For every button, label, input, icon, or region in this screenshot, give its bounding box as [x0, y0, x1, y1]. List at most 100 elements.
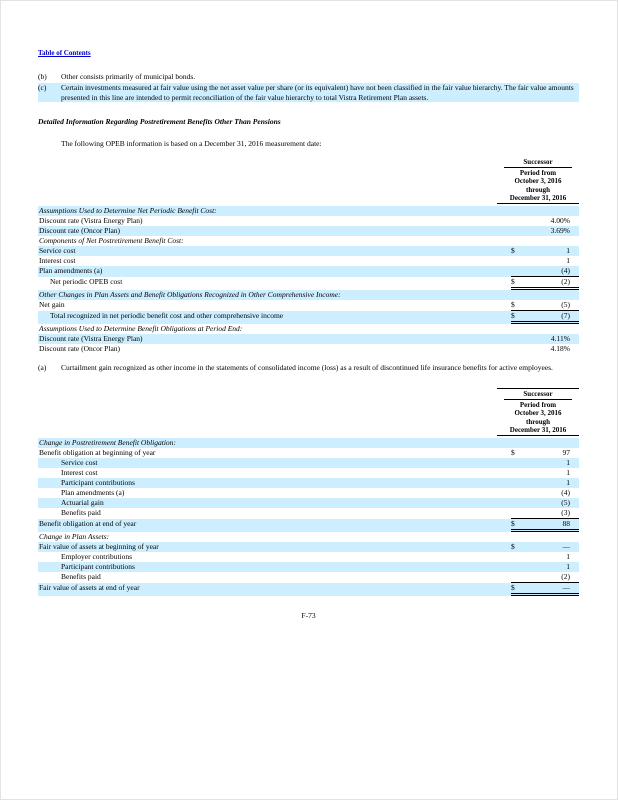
table-row: Plan amendments (a) (4)	[38, 265, 579, 277]
row-label: Actuarial gain	[61, 497, 104, 507]
table-row: Participant contributions 1	[38, 477, 579, 488]
amount-value	[570, 290, 579, 300]
amount-value: (3)	[561, 507, 570, 517]
footnote-text: Certain investments measured at fair val…	[61, 83, 574, 102]
amount-value: 4.18%	[550, 343, 570, 353]
column-header-line: October 3, 2016	[514, 177, 562, 185]
table-row: Service cost 1	[38, 457, 579, 468]
amount-value: 1	[566, 255, 570, 265]
amount-value: (4)	[561, 265, 570, 275]
table-row: Discount rate (Oncor Plan) 4.18%	[38, 344, 579, 354]
footnote-label: (b)	[38, 71, 47, 81]
row-label: Benefit obligation at beginning of year	[39, 447, 156, 457]
amount-value	[570, 532, 579, 542]
amount-value	[570, 236, 579, 246]
row-amount	[511, 532, 579, 542]
row-amount: 4.00%	[511, 216, 579, 226]
table-row: Assumptions Used to Determine Net Period…	[38, 205, 579, 216]
row-label: Plan amendments (a)	[39, 265, 103, 275]
row-amount: (5)	[511, 498, 579, 508]
row-label: Participant contributions	[61, 477, 135, 487]
table-row: Assumptions Used to Determine Benefit Ob…	[38, 324, 579, 334]
table-row: Benefit obligation at end of year $88	[38, 518, 579, 532]
amount-value: (7)	[561, 310, 570, 320]
amount-value: (2)	[561, 276, 570, 286]
table-row: Participant contributions 1	[38, 561, 579, 572]
section-heading: Detailed Information Regarding Postretir…	[38, 117, 281, 126]
table-row: Actuarial gain (5)	[38, 497, 579, 508]
amount-value: 1	[566, 477, 570, 487]
column-header-group: Successor	[504, 390, 572, 400]
row-label: Net gain	[39, 299, 65, 309]
amount-value: 4.11%	[550, 333, 570, 343]
table-row: Fair value of assets at beginning of yea…	[38, 541, 579, 552]
row-label: Discount rate (Vistra Energy Plan)	[39, 215, 143, 225]
row-amount	[511, 290, 579, 300]
row-label: Interest cost	[61, 467, 98, 477]
row-amount: (4)	[511, 266, 579, 277]
footnote-text: Other consists primarily of municipal bo…	[61, 71, 196, 81]
page-number: F-73	[301, 610, 316, 620]
table-row: Discount rate (Vistra Energy Plan) 4.11%	[38, 333, 579, 344]
table-row: Benefits paid (3)	[38, 508, 579, 519]
amount-value: 1	[566, 457, 570, 467]
table-row: Components of Net Postretirement Benefit…	[38, 236, 579, 246]
amount-value	[570, 438, 579, 448]
row-amount: 4.11%	[511, 334, 579, 344]
amount-value: (5)	[561, 497, 570, 507]
currency-symbol: $	[511, 447, 515, 457]
currency-symbol: $	[511, 518, 515, 528]
table-row: Discount rate (Vistra Energy Plan) 4.00%	[38, 216, 579, 226]
table-row: Interest cost 1	[38, 256, 579, 266]
table-rows: Assumptions Used to Determine Net Period…	[38, 205, 579, 354]
row-label: Fair value of assets at end of year	[39, 582, 140, 592]
row-amount: $97	[511, 448, 579, 458]
amount-value: 1	[566, 551, 570, 561]
table-row: Fair value of assets at end of year $ —	[38, 582, 579, 596]
column-header: Successor Period from October 3, 2016 th…	[38, 388, 579, 436]
amount-value: 1	[566, 245, 570, 255]
toc-link-row: Table of Contents	[38, 49, 579, 59]
footnote-label: (a)	[38, 362, 47, 372]
row-label: Employer contributions	[61, 551, 133, 561]
row-label: Discount rate (Oncor Plan)	[39, 225, 121, 235]
table-of-contents-link[interactable]: Table of Contents	[38, 49, 91, 57]
amount-value	[570, 206, 579, 216]
table-rows: Change in Postretirement Benefit Obligat…	[38, 437, 579, 596]
table-row: Change in Plan Assets:	[38, 532, 579, 542]
row-amount: 1	[511, 562, 579, 572]
row-label: Total recognized in net periodic benefit…	[50, 310, 284, 320]
column-header-line: December 31, 2016	[497, 194, 579, 204]
table-row: Total recognized in net periodic benefit…	[38, 310, 579, 324]
row-label: Service cost	[39, 245, 76, 255]
row-label: Benefit obligation at end of year	[39, 518, 137, 528]
table-row: Change in Postretirement Benefit Obligat…	[38, 437, 579, 448]
column-header-box: Successor Period from October 3, 2016 th…	[497, 388, 579, 436]
row-amount: (2)	[511, 572, 579, 583]
amount-value: (4)	[561, 487, 570, 497]
row-amount: $88	[511, 519, 579, 532]
currency-symbol: $	[511, 245, 515, 255]
row-label: Interest cost	[39, 255, 76, 265]
amount-value: 1	[566, 561, 570, 571]
row-label: Components of Net Postretirement Benefit…	[39, 235, 184, 245]
row-label: Benefits paid	[61, 571, 101, 581]
row-amount: 1	[511, 256, 579, 266]
row-amount: 4.18%	[511, 344, 579, 354]
table-row: Employer contributions 1	[38, 552, 579, 562]
amount-value: 1	[566, 467, 570, 477]
row-label: Service cost	[61, 457, 98, 467]
column-header-line: through	[526, 417, 550, 426]
row-amount	[511, 438, 579, 448]
row-label: Fair value of assets at beginning of yea…	[39, 541, 159, 551]
amount-value: —	[562, 582, 571, 592]
row-amount: (4)	[511, 488, 579, 498]
amount-value: 88	[562, 518, 571, 528]
footnote-c: (c) Certain investments measured at fair…	[38, 83, 579, 102]
row-label: Other Changes in Plan Assets and Benefit…	[39, 289, 341, 299]
row-amount: 1	[511, 468, 579, 478]
column-header-group: Successor	[504, 158, 572, 168]
footnote-a: (a) Curtailment gain recognized as other…	[38, 363, 579, 373]
row-amount: 3.69%	[511, 226, 579, 236]
row-amount: $ —	[511, 583, 579, 596]
